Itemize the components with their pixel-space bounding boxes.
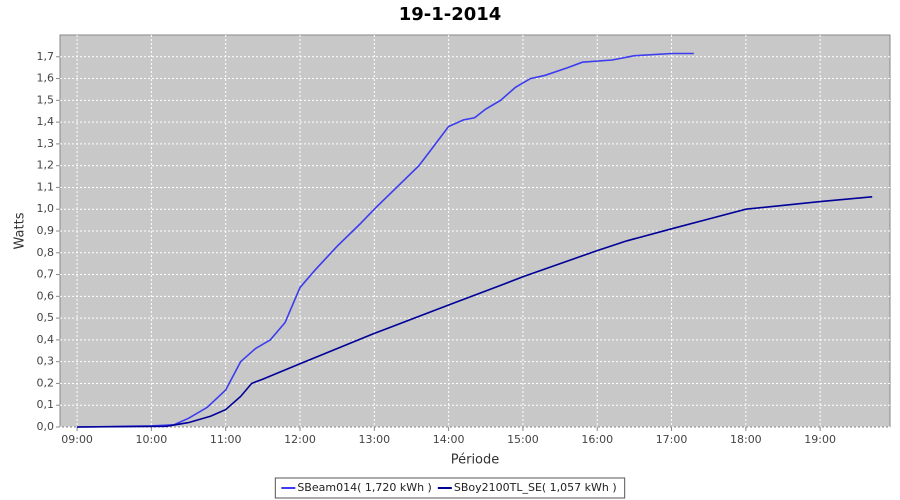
y-tick-label: 1,0 (37, 202, 55, 215)
y-tick-label: 0,2 (37, 376, 55, 389)
y-tick-label: 0,5 (37, 311, 55, 324)
y-tick-label: 1,2 (37, 159, 55, 172)
plot-background (59, 34, 891, 428)
x-tick-label: 13:00 (358, 433, 390, 446)
legend-label: SBoy2100TL_SE( 1,057 kWh ) (454, 481, 617, 494)
y-tick-label: 0,3 (37, 355, 55, 368)
x-tick-label: 09:00 (61, 433, 93, 446)
y-tick-label: 0,8 (37, 246, 55, 259)
y-tick-label: 1,3 (37, 137, 55, 150)
y-axis-label: Watts (13, 212, 28, 249)
x-tick-label: 15:00 (507, 433, 539, 446)
y-tick-label: 0,9 (37, 224, 55, 237)
series-line (77, 52, 694, 428)
y-tick-label: 1,4 (37, 115, 55, 128)
y-tick-label: 1,6 (37, 72, 55, 85)
x-tick-label: 16:00 (581, 433, 613, 446)
y-tick-label: 0,0 (37, 420, 55, 433)
x-tick-label: 11:00 (210, 433, 242, 446)
series-line (77, 196, 873, 428)
x-tick-label: 14:00 (433, 433, 465, 446)
chart-title: 19-1-2014 (399, 4, 502, 25)
y-tick-label: 0,4 (37, 333, 55, 346)
y-tick-label: 1,5 (37, 93, 55, 106)
x-tick-label: 19:00 (804, 433, 836, 446)
y-tick-label: 0,1 (37, 398, 55, 411)
y-tick-label: 0,6 (37, 289, 55, 302)
y-tick-label: 1,7 (37, 50, 55, 63)
legend-label: SBeam014( 1,720 kWh ) (297, 481, 432, 494)
x-tick-label: 18:00 (730, 433, 762, 446)
x-tick-label: 12:00 (284, 433, 316, 446)
x-tick-label: 10:00 (136, 433, 168, 446)
y-tick-label: 1,1 (37, 180, 55, 193)
y-tick-label: 0,7 (37, 268, 55, 281)
x-axis-label: Période (451, 453, 500, 468)
x-tick-label: 17:00 (656, 433, 688, 446)
